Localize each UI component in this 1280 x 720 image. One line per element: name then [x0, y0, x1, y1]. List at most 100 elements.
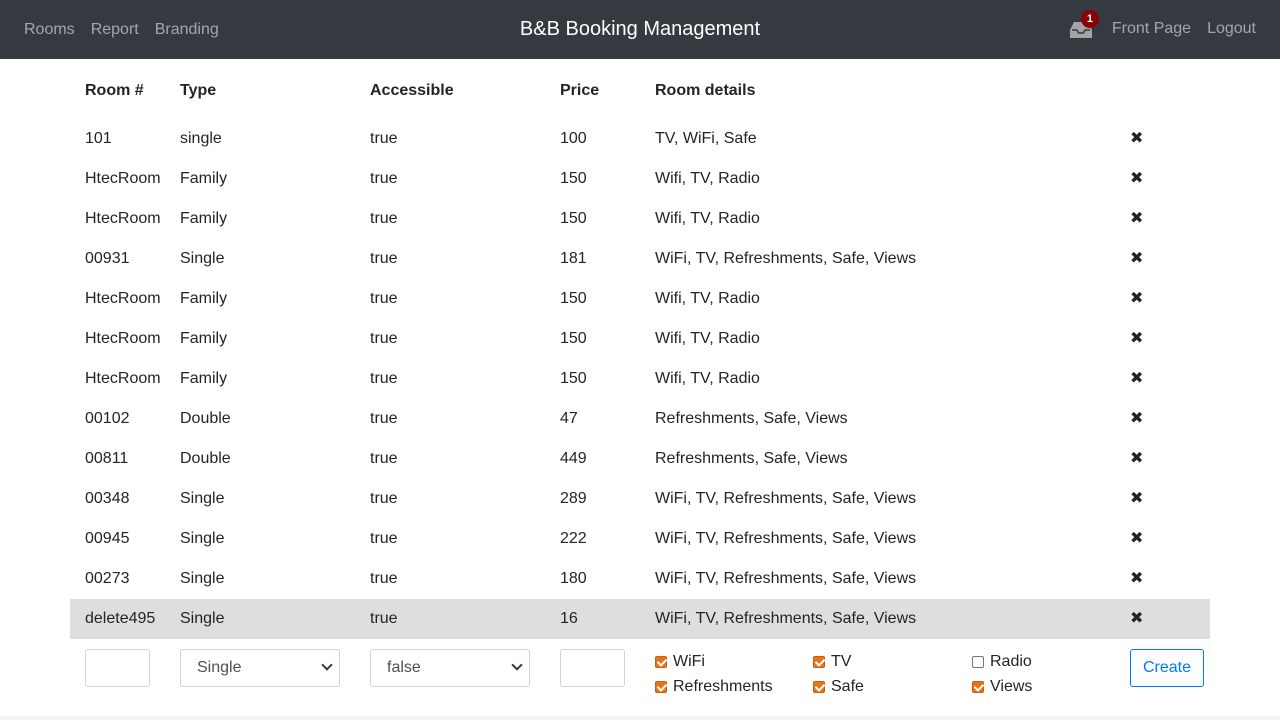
wifi-checkbox[interactable]: WiFi	[655, 653, 705, 671]
table-row[interactable]: 00273 Single true 180 WiFi, TV, Refreshments…	[70, 559, 1210, 599]
checkbox-box[interactable]	[655, 681, 667, 693]
room-details-cell: WiFi, TV, Refreshments, Safe, Views	[655, 519, 916, 559]
safe-checkbox[interactable]: Safe	[813, 678, 864, 696]
room-type-cell: single	[180, 119, 222, 159]
nav-branding-link[interactable]: Branding	[155, 21, 219, 39]
safe-label: Safe	[831, 678, 864, 696]
table-row[interactable]: 101 single true 100 TV, WiFi, Safe ✖	[70, 119, 1210, 159]
table-row[interactable]: delete495 Single true 16 WiFi, TV, Refreshme…	[70, 599, 1210, 639]
accessible-selected: false	[387, 659, 421, 676]
create-room-form: Single false WiFi TV Radio Refreshments …	[70, 639, 1210, 699]
delete-room-icon[interactable]: ✖	[1130, 159, 1142, 199]
delete-room-icon[interactable]: ✖	[1130, 319, 1142, 359]
room-type-cell: Single	[180, 239, 224, 279]
table-row[interactable]: HtecRoom Family true 150 Wifi, TV, Radio ✖	[70, 359, 1210, 399]
room-number-cell: 00348	[85, 479, 130, 519]
refreshments-checkbox[interactable]: Refreshments	[655, 678, 773, 696]
accessible-cell: true	[370, 519, 398, 559]
accessible-cell: true	[370, 599, 398, 639]
room-number-cell: HtecRoom	[85, 159, 161, 199]
room-number-cell: 00811	[85, 439, 128, 479]
checkbox-box[interactable]	[972, 681, 984, 693]
checkbox-box[interactable]	[655, 656, 667, 668]
room-details-cell: Wifi, TV, Radio	[655, 319, 760, 359]
delete-room-icon[interactable]: ✖	[1130, 399, 1142, 439]
delete-room-icon[interactable]: ✖	[1130, 479, 1142, 519]
tv-checkbox[interactable]: TV	[813, 653, 851, 671]
room-number-cell: delete495	[85, 599, 155, 639]
header-price: Price	[560, 71, 599, 111]
room-number-cell: 00273	[85, 559, 130, 599]
table-row[interactable]: HtecRoom Family true 150 Wifi, TV, Radio ✖	[70, 159, 1210, 199]
room-type-cell: Family	[180, 319, 227, 359]
room-number-cell: 00945	[85, 519, 130, 559]
nav-right: 1 Front Page Logout	[1070, 0, 1256, 57]
delete-room-icon[interactable]: ✖	[1130, 439, 1142, 479]
chevron-down-icon	[511, 659, 522, 670]
room-details-cell: Wifi, TV, Radio	[655, 279, 760, 319]
delete-room-icon[interactable]: ✖	[1130, 599, 1142, 639]
accessible-cell: true	[370, 119, 398, 159]
delete-room-icon[interactable]: ✖	[1130, 239, 1142, 279]
header-accessible: Accessible	[370, 71, 454, 111]
delete-room-icon[interactable]: ✖	[1130, 359, 1142, 399]
radio-label: Radio	[990, 653, 1032, 671]
inbox-icon[interactable]: 1	[1070, 20, 1092, 38]
chevron-down-icon	[321, 659, 332, 670]
table-row[interactable]: 00348 Single true 289 WiFi, TV, Refreshments…	[70, 479, 1210, 519]
room-number-cell: 101	[85, 119, 112, 159]
accessible-cell: true	[370, 199, 398, 239]
delete-room-icon[interactable]: ✖	[1130, 519, 1142, 559]
views-checkbox[interactable]: Views	[972, 678, 1032, 696]
front-page-link[interactable]: Front Page	[1112, 20, 1191, 38]
create-button[interactable]: Create	[1130, 649, 1204, 687]
delete-room-icon[interactable]: ✖	[1130, 119, 1142, 159]
top-navbar: Rooms Report Branding B&B Booking Manage…	[0, 0, 1280, 59]
header-room-number: Room #	[85, 71, 144, 111]
nav-rooms-link[interactable]: Rooms	[24, 21, 75, 39]
logout-link[interactable]: Logout	[1207, 20, 1256, 38]
accessible-cell: true	[370, 159, 398, 199]
room-number-input[interactable]	[85, 649, 150, 687]
checkbox-box[interactable]	[813, 656, 825, 668]
price-cell: 16	[560, 599, 578, 639]
table-row[interactable]: 00945 Single true 222 WiFi, TV, Refreshments…	[70, 519, 1210, 559]
page-bottom-divider	[0, 716, 1280, 720]
refreshments-label: Refreshments	[673, 678, 773, 696]
tv-label: TV	[831, 653, 851, 671]
room-number-cell: HtecRoom	[85, 359, 161, 399]
delete-room-icon[interactable]: ✖	[1130, 279, 1142, 319]
room-type-cell: Single	[180, 519, 224, 559]
price-cell: 222	[560, 519, 587, 559]
room-type-cell: Family	[180, 159, 227, 199]
room-number-cell: HtecRoom	[85, 319, 161, 359]
table-row[interactable]: HtecRoom Family true 150 Wifi, TV, Radio ✖	[70, 199, 1210, 239]
header-room-details: Room details	[655, 71, 755, 111]
accessible-cell: true	[370, 279, 398, 319]
checkbox-box[interactable]	[972, 656, 984, 668]
delete-room-icon[interactable]: ✖	[1130, 559, 1142, 599]
price-cell: 289	[560, 479, 587, 519]
room-type-cell: Double	[180, 399, 231, 439]
table-row[interactable]: HtecRoom Family true 150 Wifi, TV, Radio ✖	[70, 319, 1210, 359]
room-number-cell: 00931	[85, 239, 130, 279]
room-type-select[interactable]: Single	[180, 649, 340, 687]
table-row[interactable]: HtecRoom Family true 150 Wifi, TV, Radio ✖	[70, 279, 1210, 319]
room-number-cell: HtecRoom	[85, 279, 161, 319]
accessible-cell: true	[370, 359, 398, 399]
price-cell: 100	[560, 119, 587, 159]
price-input[interactable]	[560, 649, 625, 687]
room-details-cell: Wifi, TV, Radio	[655, 199, 760, 239]
table-row[interactable]: 00102 Double true 47 Refreshments, Safe, Vie…	[70, 399, 1210, 439]
room-details-cell: Refreshments, Safe, Views	[655, 439, 848, 479]
nav-report-link[interactable]: Report	[91, 21, 139, 39]
delete-room-icon[interactable]: ✖	[1130, 199, 1142, 239]
header-type: Type	[180, 71, 216, 111]
accessible-select[interactable]: false	[370, 649, 530, 687]
table-row[interactable]: 00811 Double true 449 Refreshments, Safe, Vi…	[70, 439, 1210, 479]
table-row[interactable]: 00931 Single true 181 WiFi, TV, Refreshments…	[70, 239, 1210, 279]
checkbox-box[interactable]	[813, 681, 825, 693]
price-cell: 150	[560, 359, 587, 399]
radio-checkbox[interactable]: Radio	[972, 653, 1032, 671]
price-cell: 150	[560, 319, 587, 359]
